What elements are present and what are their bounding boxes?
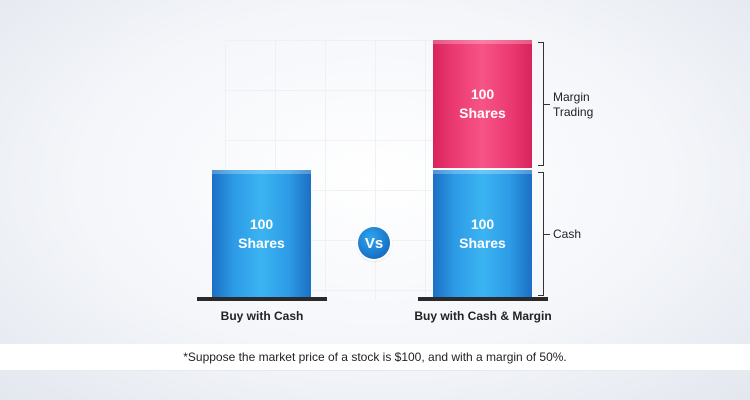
footnote-strip: *Suppose the market price of a stock is … [0,344,750,370]
right-margin-bar-unit: Shares [459,105,506,121]
right-base-line [418,297,548,301]
left-cash-bar-count: 100 [249,216,274,232]
vs-badge: Vs [358,227,390,259]
left-stack-label: Buy with Cash [220,309,304,323]
right-cash-bar-count: 100 [470,216,495,232]
margin-trading-label-line2: Trading [553,105,594,119]
margin-trading-brace-tick [544,104,550,105]
right-cash-bar-unit: Shares [459,235,506,251]
right-margin-bar: 100 Shares [433,40,532,168]
right-cash-bar: 100 Shares [433,170,532,298]
margin-trading-brace [538,42,544,166]
margin-trading-label: Margin Trading [553,90,593,120]
margin-trading-label-line1: Margin [553,90,590,104]
cash-brace-tick [544,234,550,235]
left-cash-bar-unit: Shares [238,235,285,251]
cash-label: Cash [553,227,582,241]
left-cash-bar: 100 Shares [212,170,311,298]
vs-label: Vs [364,234,384,252]
footnote-text: *Suppose the market price of a stock is … [183,350,567,364]
cash-brace [538,172,544,296]
left-base-line [197,297,327,301]
right-stack-label: Buy with Cash & Margin [414,309,552,323]
right-margin-bar-count: 100 [470,86,495,102]
